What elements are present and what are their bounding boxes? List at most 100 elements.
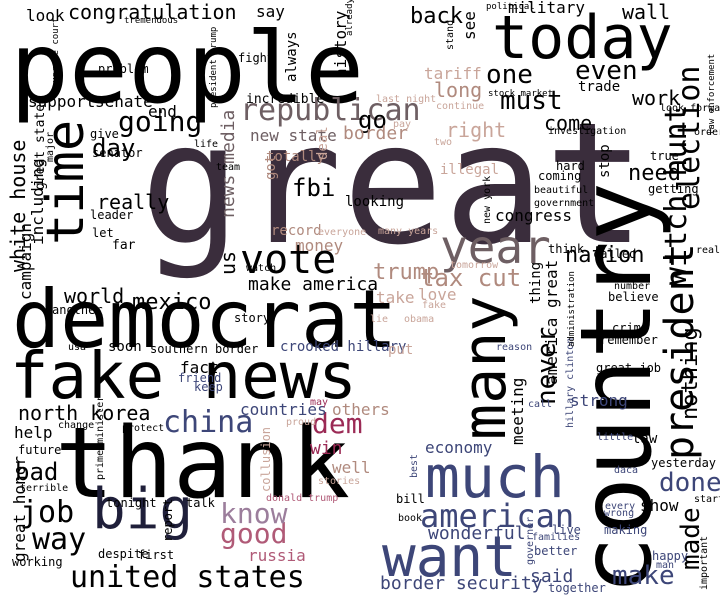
word-military: military	[508, 0, 586, 17]
word-political: political	[486, 2, 535, 12]
word-every: every	[605, 501, 636, 512]
word-going: going	[118, 105, 203, 138]
word-senator: senator	[92, 146, 143, 160]
word-looking: looking	[345, 194, 405, 210]
word-russia: russia	[248, 546, 306, 565]
word-record: record	[271, 223, 322, 239]
word-thank: thank	[55, 407, 351, 521]
word-getting: getting	[648, 182, 699, 196]
word-first: first	[138, 548, 175, 562]
word-day: day	[92, 134, 136, 162]
word-nation: nation	[565, 243, 645, 268]
word-republican: republican	[240, 93, 421, 128]
word-great: great	[140, 86, 646, 282]
word-president-trump: president trump	[209, 26, 219, 108]
word-last-night: last night	[376, 94, 437, 105]
word-problem: problem	[98, 62, 149, 76]
word-let: let	[92, 226, 114, 240]
word-everyone: everyone	[318, 227, 367, 238]
word-stop: stop	[597, 144, 613, 178]
word-wonderful: wonderful	[428, 523, 526, 544]
word-mexico: mexico	[132, 290, 212, 315]
word-money: money	[295, 236, 344, 255]
word-despite: despite	[98, 547, 149, 561]
word-strong: strong	[570, 391, 628, 410]
word-look: look	[26, 6, 65, 25]
word-one: one	[486, 60, 533, 90]
word-hard: hard	[556, 159, 585, 173]
word-even: even	[575, 56, 638, 86]
word-job: job	[20, 495, 75, 530]
word-daca: daca	[614, 465, 639, 476]
word-big: big	[92, 477, 194, 542]
word-many: many	[450, 295, 520, 441]
word-north-korea: north korea	[18, 401, 151, 425]
word-said: said	[530, 566, 574, 587]
word-tonight: tonight	[106, 496, 157, 510]
word-really: really	[97, 190, 170, 214]
word-us: us	[216, 250, 240, 275]
word-together: together	[548, 581, 606, 595]
word-important: important	[699, 535, 710, 590]
word-great-job: great job	[596, 361, 662, 375]
word-go: go	[358, 106, 387, 134]
word-real: real	[696, 245, 720, 256]
word-story: story	[234, 311, 271, 325]
word-hillary-clinton: hillary clinton	[565, 337, 576, 428]
word-well: well	[332, 458, 371, 477]
word-wall: wall	[622, 0, 671, 24]
word-lie: lie	[370, 314, 389, 325]
word-coming: coming	[538, 169, 582, 183]
word-live: live	[552, 523, 581, 537]
word-bad: bad	[15, 458, 59, 486]
word-make-america: make america	[248, 274, 379, 295]
word-call: call	[528, 399, 553, 410]
word-take: take	[376, 288, 415, 307]
word-illegal: illegal	[440, 162, 500, 178]
word-prime-minister: prime minister	[95, 395, 106, 480]
word-wrong: wrong	[604, 508, 635, 519]
word-team: team	[216, 162, 241, 173]
word-life: life	[194, 139, 219, 150]
word-vote: vote	[240, 237, 337, 283]
word-right: right	[446, 118, 507, 142]
word-trade: trade	[578, 79, 621, 95]
word-friend: friend	[178, 371, 222, 385]
word-long: long	[434, 78, 483, 102]
word-collusion: collusion	[259, 426, 273, 492]
word-today: today	[492, 3, 673, 73]
word-law: law	[632, 431, 658, 447]
word-stories: stories	[318, 476, 361, 487]
word-many-years: many years	[378, 226, 439, 237]
word-world: world	[64, 284, 125, 308]
word-meeting: meeting	[508, 377, 527, 445]
word-work: work	[632, 86, 681, 110]
word-watch: watch	[246, 263, 277, 274]
word-best: best	[409, 453, 420, 478]
word-congress: congress	[495, 206, 573, 225]
word-another: another	[52, 303, 103, 317]
word-change: change	[58, 420, 95, 431]
word-america-great: america great	[542, 259, 561, 385]
word-put: put	[388, 342, 414, 358]
word-fake-news: fake news	[10, 340, 357, 414]
word-crime: crime	[612, 321, 649, 335]
word-donald-trump: donald trump	[266, 493, 339, 504]
word-others: others	[332, 400, 390, 419]
word-know: know	[220, 497, 288, 530]
word-see: see	[460, 11, 479, 40]
word-southern-border: southern border	[150, 342, 259, 356]
word-thing: thing	[528, 261, 544, 304]
word-show: show	[640, 496, 679, 515]
word-government: government	[534, 198, 595, 209]
word-two: two	[434, 137, 453, 148]
word-fbi: fbi	[292, 174, 336, 202]
word-governor: governor	[525, 516, 536, 565]
word-tax-cut: tax cut	[420, 264, 522, 292]
word-report: report	[161, 498, 175, 542]
word-give: give	[90, 127, 119, 141]
word-countries: countries	[240, 400, 327, 419]
word-far: far	[112, 238, 136, 253]
word-supreme-court: supreme court	[51, 17, 61, 88]
word-remember: remember	[600, 333, 658, 347]
